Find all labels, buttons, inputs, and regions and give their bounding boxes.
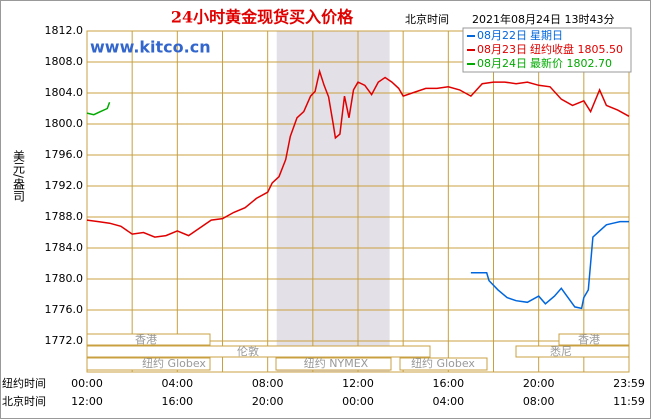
x-tick-label: 12:00 [342,377,374,390]
x2-tick-label: 12:00 [71,395,103,408]
chart-title: 24小时黄金现货买入价格 [171,8,354,27]
x-tick-label: 04:00 [161,377,193,390]
header-label: 北京时间 [405,12,449,26]
session-bar [399,357,488,371]
y-tick-label: 1792.0 [45,179,84,192]
x-tick-label: 23:59 [613,377,645,390]
y-tick-label: 1808.0 [45,55,84,68]
x-row-label: 纽约时间 [2,376,46,390]
legend-name: 08月22日 [477,29,527,42]
session-label: 纽约 Globex [142,356,206,370]
x2-tick-label: 20:00 [252,395,284,408]
session-label: 伦敦 [237,344,259,358]
x2-tick-label: 08:00 [523,395,555,408]
x-tick-label: 08:00 [252,377,284,390]
session-bar [275,357,392,371]
highlight-band [276,31,390,372]
legend-text: 纽约收盘 1805.50 [530,42,623,56]
series-line [470,220,629,310]
y-tick-label: 1772.0 [45,334,84,347]
series-line [86,102,111,116]
x2-tick-label: 04:00 [432,395,464,408]
legend-text: 星期日 [530,29,563,42]
legend-text: 最新价 1802.70 [530,56,612,70]
y-tick-label: 1804.0 [45,86,84,99]
y-axis-label: 美元/盎司 [12,150,26,202]
session-label: 香港 [578,333,600,346]
legend-box [462,27,632,73]
series-line [86,68,630,238]
legend-name: 08月23日 [477,43,527,56]
x2-tick-label: 16:00 [161,395,193,408]
x-tick-label: 20:00 [523,377,555,390]
x-tick-label: 16:00 [432,377,464,390]
x-tick-label: 00:00 [71,377,103,390]
watermark: www.kitco.cn [90,38,211,57]
session-label: 香港 [135,333,157,346]
header-time: 2021年08月24日 13时43分 [472,12,614,26]
x2-tick-label: 00:00 [342,395,374,408]
session-label: 纽约 Globex [411,356,475,370]
legend-name: 08月24日 [477,57,527,70]
y-tick-label: 1784.0 [45,241,84,254]
y-tick-label: 1776.0 [45,303,84,316]
y-tick-label: 1812.0 [45,24,84,37]
x-row-label: 北京时间 [2,394,46,408]
session-bar [515,345,630,358]
y-tick-label: 1796.0 [45,148,84,161]
session-label: 悉尼 [550,345,572,358]
y-tick-label: 1780.0 [45,272,84,285]
y-tick-label: 1800.0 [45,117,84,130]
x2-tick-label: 11:59 [613,395,645,408]
y-tick-label: 1788.0 [45,210,84,223]
session-label: 纽约 NYMEX [304,356,369,370]
plot-frame [86,30,630,373]
